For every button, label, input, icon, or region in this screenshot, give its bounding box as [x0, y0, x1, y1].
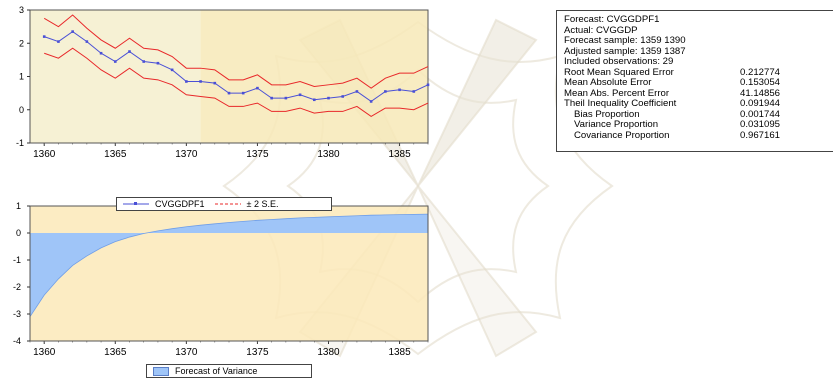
stats-rmse-value: 0.212774: [740, 66, 781, 78]
forecast-point: [384, 90, 387, 93]
stats-variance-prop-value: 0.031095: [740, 119, 781, 130]
x-tick-label: 1360: [33, 149, 56, 160]
forecast-point: [241, 91, 245, 95]
forecast-point: [341, 95, 345, 98]
legend-bands-label: ± 2 S.E.: [246, 199, 279, 209]
stats-covariance-prop-row: Covariance Proportion 0.967161: [564, 129, 833, 142]
forecast-point: [99, 51, 103, 55]
stats-bias-value: 0.001744: [740, 108, 781, 120]
forecast-point: [142, 60, 146, 63]
stats-covariance-prop-label: Covariance Proportion: [574, 129, 670, 141]
legend-forecast-label: CVGGDPF1: [155, 199, 205, 209]
forecast-point: [71, 30, 74, 33]
forecast-point: [355, 90, 359, 93]
legend-variance-label: Forecast of Variance: [175, 366, 258, 376]
x-tick-label: 1370: [175, 347, 198, 358]
x-tick-label: 1375: [246, 347, 269, 358]
legend-item-variance: Forecast of Variance: [153, 366, 257, 376]
stats-mae-label: Mean Absolute Error: [564, 77, 652, 88]
forecast-chart: -1 0 1 2 3 1360 1365 1370 1375 1380 1385: [16, 5, 430, 160]
x-tick-label: 1360: [33, 347, 56, 358]
forecast-point: [327, 96, 330, 100]
forecast-point: [426, 83, 430, 87]
forecast-point: [199, 80, 202, 83]
y-tick-label: -1: [16, 138, 24, 148]
variance-area: [30, 214, 428, 317]
variance-chart: -4 -3 -2 -1 0 1 1360 1365 1370 1375 1380 1385: [13, 201, 429, 358]
forecast-point: [369, 100, 373, 103]
plot-area-forecast: [200, 10, 428, 143]
forecast-point: [128, 50, 131, 53]
y-tick-label: 2: [19, 38, 24, 48]
legend-bands-line-icon: [214, 203, 241, 205]
stats-variance-prop-row: Variance Proportion 0.031095: [564, 119, 833, 131]
forecast-point: [213, 81, 217, 85]
x-tick-label: 1365: [104, 347, 127, 358]
forecast-point: [398, 88, 401, 92]
forecast-legend: CVGGDPF1 ± 2 S.E.: [116, 197, 332, 211]
variance-outline: [29, 213, 429, 317]
lower-band-line: [44, 47, 429, 117]
stats-covariance-prop-value: 0.967161: [740, 129, 781, 141]
y-tick-label: 0: [16, 228, 21, 238]
forecast-point: [113, 60, 117, 63]
forecast-point: [284, 96, 288, 100]
plot-area-history: [30, 10, 201, 143]
forecast-point: [298, 93, 302, 97]
stats-rmse-label: Root Mean Squared Error: [564, 66, 674, 78]
legend-item-forecast: CVGGDPF1: [123, 199, 205, 209]
x-tick-label: 1370: [175, 149, 198, 160]
y-tick-label: -4: [13, 336, 21, 346]
stats-rmse-row: Root Mean Squared Error 0.212774: [564, 66, 833, 79]
stats-mape-row: Mean Abs. Percent Error 41.14856: [564, 87, 833, 100]
stats-bias-row: Bias Proportion 0.001744: [564, 108, 833, 121]
legend-variance-swatch-icon: [153, 366, 169, 376]
x-tick-label: 1385: [388, 347, 411, 358]
forecast-point: [156, 61, 160, 65]
x-tick-label: 1380: [317, 347, 340, 358]
y-tick-label: -2: [13, 282, 21, 292]
stats-mae-row: Mean Absolute Error 0.153054: [564, 77, 833, 89]
upper-band-line: [43, 14, 429, 89]
stats-forecast-line: Forecast: CVGGDPF1: [564, 14, 660, 25]
stats-mape-label: Mean Abs. Percent Error: [564, 87, 670, 99]
forecast-point: [227, 91, 231, 95]
legend-item-bands: ± 2 S.E.: [214, 199, 279, 209]
forecast-series-line: [44, 31, 429, 103]
forecast-point: [57, 40, 60, 43]
x-tick-label: 1365: [104, 149, 127, 160]
stats-forecast-sample-line: Forecast sample: 1359 1390: [564, 35, 686, 46]
y-tick-label: -1: [13, 255, 21, 265]
x-tick-label: 1380: [317, 149, 340, 160]
stats-theil-label: Theil Inequality Coefficient: [564, 98, 677, 109]
forecast-point: [85, 40, 89, 43]
y-tick-label: 1: [16, 201, 21, 211]
x-tick-label: 1385: [388, 149, 411, 160]
legend-forecast-line-icon: [123, 202, 149, 205]
stats-theil-value: 0.091944: [740, 98, 781, 109]
y-tick-label: 1: [19, 72, 24, 82]
forecast-point: [312, 98, 316, 102]
stats-variance-prop-label: Variance Proportion: [574, 119, 659, 130]
stats-bias-label: Bias Proportion: [574, 108, 640, 120]
forecast-point: [270, 96, 273, 100]
forecast-point: [412, 90, 416, 93]
x-tick-label: 1375: [246, 149, 269, 160]
stats-theil-row: Theil Inequality Coefficient 0.091944: [564, 98, 833, 110]
forecast-point: [185, 80, 188, 83]
y-tick-label: 0: [19, 105, 24, 115]
stats-adjusted-sample-line: Adjusted sample: 1359 1387: [564, 45, 686, 57]
forecast-point: [256, 86, 259, 90]
y-tick-label: 3: [19, 5, 24, 15]
stats-observations-line: Included observations: 29: [564, 56, 674, 67]
forecast-point: [42, 35, 46, 38]
stats-mae-value: 0.153054: [740, 77, 781, 88]
forecast-statistics-box: Forecast: CVGGDPF1 Actual: CVGGDP Foreca…: [556, 10, 833, 152]
y-tick-label: -3: [13, 309, 21, 319]
stats-actual-line: Actual: CVGGDP: [564, 24, 638, 36]
variance-legend: Forecast of Variance: [146, 364, 312, 378]
forecast-point: [170, 68, 174, 72]
stats-mape-value: 41.14856: [740, 87, 781, 99]
